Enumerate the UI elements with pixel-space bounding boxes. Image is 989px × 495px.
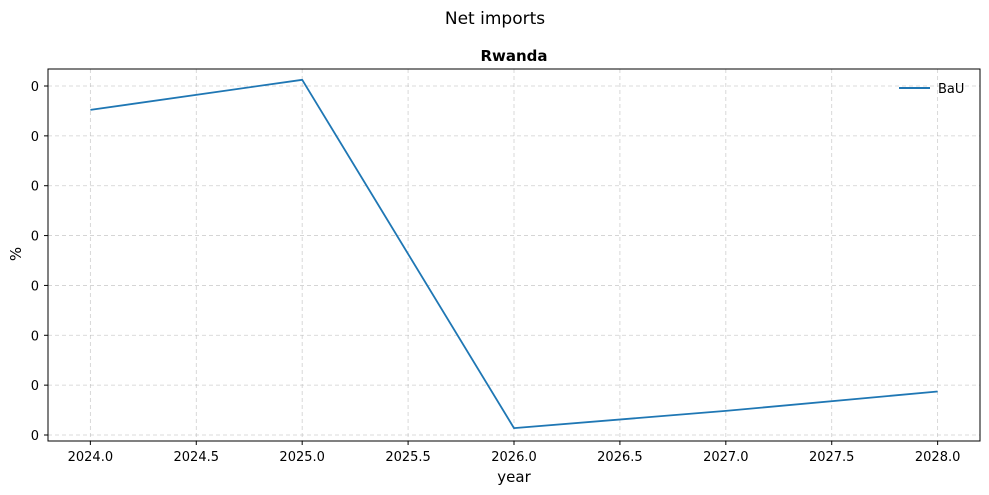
y-tick-label: 0 — [31, 130, 39, 145]
y-tick-label: 0 — [31, 429, 39, 444]
y-tick-label: 0 — [31, 230, 39, 245]
x-tick-label: 2024.5 — [174, 450, 220, 465]
series-line-bau — [90, 78, 938, 430]
legend: BaU — [899, 82, 964, 97]
x-tick-label: 2027.5 — [809, 450, 855, 465]
plot-series — [90, 78, 938, 430]
y-axis-label: % — [7, 247, 25, 261]
x-tick-label: 2026.0 — [491, 450, 537, 465]
x-tick-label: 2026.5 — [597, 450, 643, 465]
y-axis-ticks: 0 0 0 0 0 0 0 0 — [31, 80, 48, 444]
x-tick-label: 2028.0 — [915, 450, 961, 465]
y-tick-label: 0 — [31, 329, 39, 344]
legend-label-bau: BaU — [938, 82, 964, 97]
grid-lines — [48, 69, 980, 441]
x-axis-ticks: 2024.0 2024.5 2025.0 2025.5 2026.0 2026.5 2027… — [68, 441, 961, 465]
x-tick-label: 2025.0 — [279, 450, 325, 465]
x-tick-label: 2027.0 — [703, 450, 749, 465]
x-tick-label: 2024.0 — [68, 450, 114, 465]
chart-title: Rwanda — [480, 47, 547, 65]
y-tick-label: 0 — [31, 379, 39, 394]
x-axis-label: year — [497, 468, 531, 486]
figure-suptitle: Net imports — [445, 9, 545, 29]
y-tick-label: 0 — [31, 80, 39, 95]
y-tick-label: 0 — [31, 180, 39, 195]
y-tick-label: 0 — [31, 279, 39, 294]
x-tick-label: 2025.5 — [385, 450, 431, 465]
